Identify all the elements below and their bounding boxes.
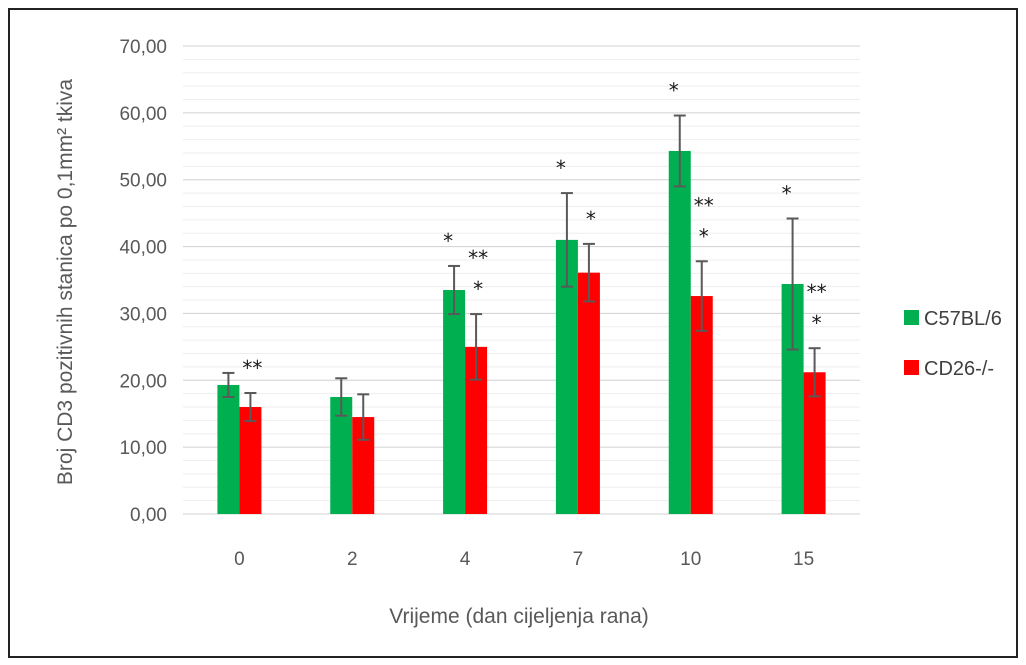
y-axis-title: Broj CD3 pozitivnih stanica po 0,1mm² tk… bbox=[54, 79, 77, 485]
significance-marker: * bbox=[586, 207, 596, 231]
bar bbox=[465, 346, 488, 514]
error-bar bbox=[222, 371, 235, 398]
gridlines bbox=[183, 45, 860, 515]
bar bbox=[803, 372, 826, 514]
significance-marker: ** bbox=[694, 193, 714, 217]
significance-marker: * bbox=[812, 311, 822, 335]
significance-marker: * bbox=[556, 156, 566, 180]
significance-marker: * bbox=[473, 277, 483, 301]
error-bar bbox=[448, 264, 461, 316]
error-bar bbox=[560, 192, 573, 288]
error-bar bbox=[582, 242, 595, 303]
significance-marker: * bbox=[443, 229, 453, 253]
significance-marker: * bbox=[669, 79, 679, 103]
bars bbox=[217, 150, 826, 515]
bar bbox=[239, 407, 262, 514]
x-tick-label: 2 bbox=[347, 549, 358, 570]
chart-frame bbox=[8, 8, 1018, 658]
x-axis-title: Vrijeme (dan cijeljenja rana) bbox=[389, 605, 649, 628]
legend-label: C57BL/6 bbox=[924, 308, 1002, 330]
bar bbox=[443, 290, 466, 514]
bar bbox=[668, 150, 691, 515]
x-tick-label: 10 bbox=[680, 549, 701, 570]
x-tick-label: 0 bbox=[234, 549, 245, 570]
significance-marker: ** bbox=[807, 280, 827, 304]
y-tick-label: 40,00 bbox=[119, 238, 167, 259]
error-bar bbox=[673, 114, 686, 188]
error-bar bbox=[695, 260, 708, 332]
legend: C57BL/6 CD26-/- bbox=[904, 308, 1002, 380]
y-tick-label: 10,00 bbox=[119, 438, 167, 459]
y-tick-label: 50,00 bbox=[119, 171, 167, 192]
x-axis-ticks: 0 2 4 7 10 15 bbox=[234, 549, 814, 570]
error-bar bbox=[335, 377, 348, 417]
bar bbox=[781, 284, 804, 514]
legend-swatch bbox=[904, 310, 919, 325]
y-axis-ticks: 0,00 10,00 20,00 30,00 40,00 50,00 60,00 70,00 bbox=[119, 37, 167, 526]
significance-marker: * bbox=[699, 224, 709, 248]
bar bbox=[217, 384, 240, 514]
y-tick-label: 0,00 bbox=[130, 505, 167, 526]
x-tick-label: 4 bbox=[460, 549, 471, 570]
x-tick-label: 7 bbox=[573, 549, 584, 570]
significance-annotations: **************** bbox=[242, 79, 826, 380]
significance-marker: ** bbox=[242, 356, 262, 380]
bar bbox=[690, 296, 713, 514]
y-tick-label: 70,00 bbox=[119, 37, 167, 58]
error-bars bbox=[222, 114, 821, 441]
bar bbox=[352, 417, 375, 514]
y-tick-label: 20,00 bbox=[119, 371, 167, 392]
y-tick-label: 60,00 bbox=[119, 104, 167, 125]
error-bar bbox=[786, 217, 799, 351]
error-bar bbox=[470, 313, 483, 381]
error-bar bbox=[244, 391, 257, 423]
bar bbox=[555, 239, 578, 514]
legend-label: CD26-/- bbox=[924, 358, 994, 380]
x-tick-label: 15 bbox=[793, 549, 814, 570]
error-bar bbox=[357, 393, 370, 441]
bar bbox=[577, 272, 600, 514]
bar bbox=[330, 397, 353, 514]
error-bar bbox=[808, 347, 821, 398]
significance-marker: * bbox=[782, 181, 792, 205]
significance-marker: ** bbox=[468, 246, 488, 270]
legend-swatch bbox=[904, 360, 919, 375]
y-tick-label: 30,00 bbox=[119, 304, 167, 325]
